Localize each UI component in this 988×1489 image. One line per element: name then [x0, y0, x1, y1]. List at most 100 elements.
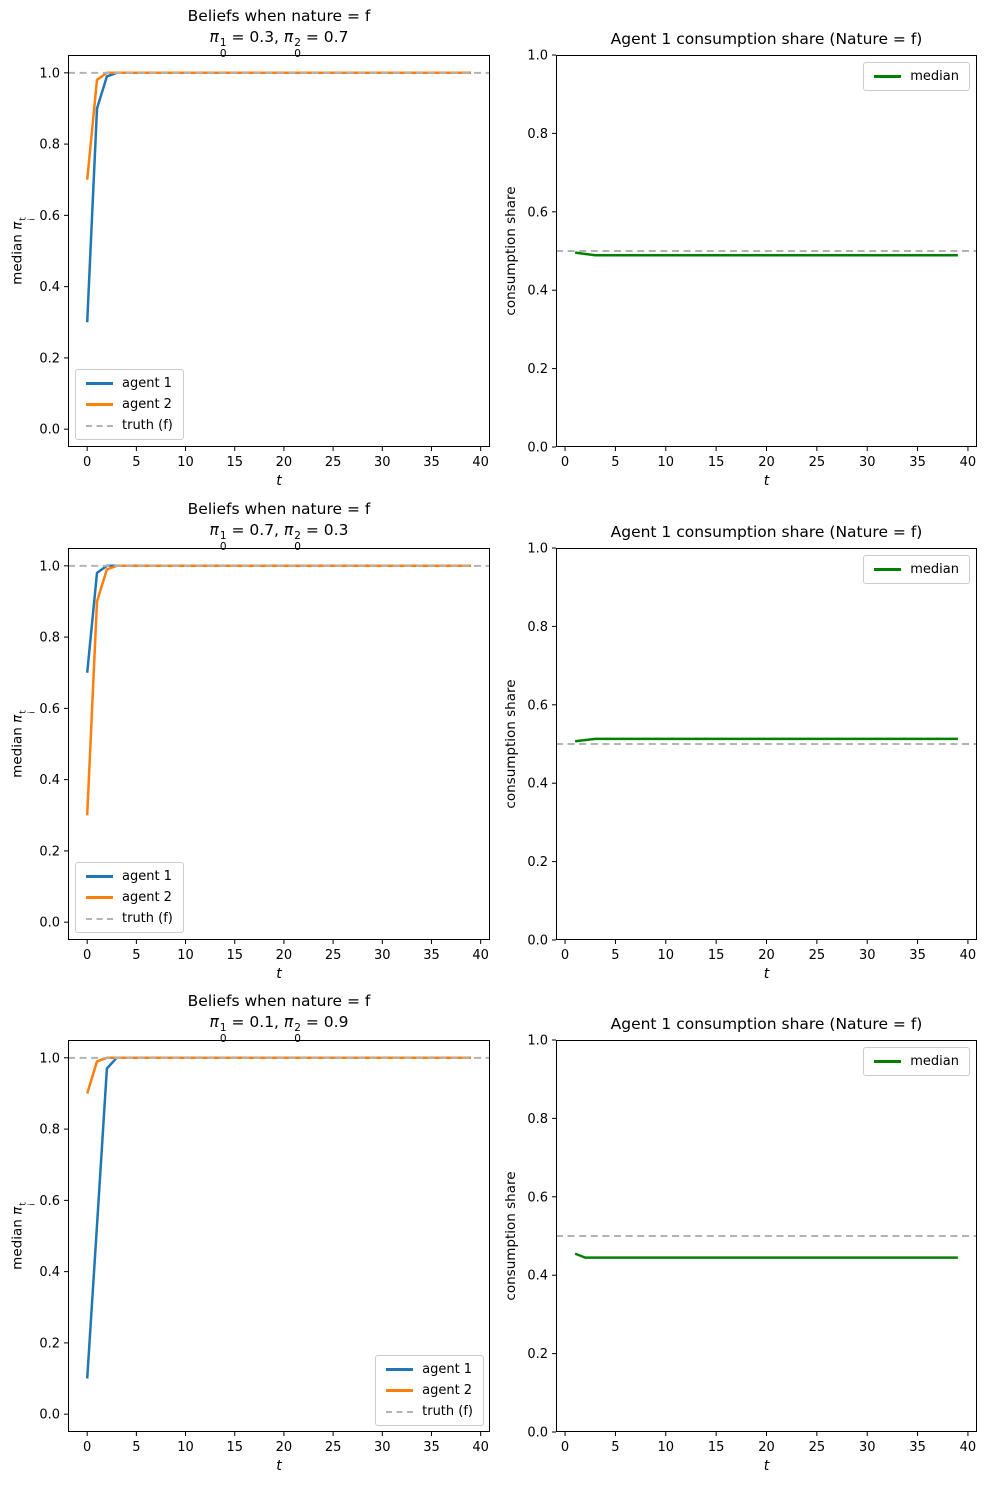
- line-sample-icon: [86, 382, 113, 385]
- x-tick-label: 25: [325, 1440, 342, 1455]
- series-line-agent-2: [85, 71, 471, 180]
- legend-item-agent-2: agent 2: [386, 1383, 473, 1398]
- y-tick-label: 1.0: [39, 1051, 60, 1066]
- line-sample-icon: [874, 1060, 902, 1063]
- x-axis-label: t: [763, 966, 770, 982]
- plot-area-row-3-right: 0 5 10 15 20 25 30 35 40 0.0 0.2 0.4 0.6 0.8 1.0: [527, 1034, 977, 1455]
- x-axis-label: t: [276, 473, 282, 489]
- y-tick-label: 0.6: [39, 209, 60, 224]
- y-tick-label: 0.2: [39, 844, 60, 859]
- x-tick-label: 5: [611, 1440, 619, 1455]
- x-tick-label: 25: [325, 948, 342, 963]
- legend-label: agent 2: [422, 1383, 473, 1398]
- x-tick-label: 15: [708, 1440, 725, 1455]
- x-tick-label: 20: [276, 1440, 293, 1455]
- y-tick-label: 1.0: [527, 1034, 548, 1049]
- x-tick-label: 10: [177, 455, 194, 470]
- legend-item-truth-f-: truth (f): [386, 1404, 473, 1419]
- plot-area-row-2-left: 0 5 10 15 20 25 30 35 40 0.0 0.2 0.4 0.6 0.8 1.0: [39, 548, 490, 963]
- legend-label: median: [910, 562, 959, 577]
- x-tick-label: 35: [909, 948, 926, 963]
- legend-label: median: [910, 69, 959, 84]
- x-tick-label: 30: [859, 455, 876, 470]
- x-axis-label: t: [276, 1458, 282, 1474]
- legend-item-agent-2: agent 2: [86, 890, 173, 905]
- x-tick-label: 20: [276, 948, 293, 963]
- x-tick-label: 0: [561, 948, 569, 963]
- line-sample-icon: [86, 875, 113, 878]
- chart-row-3-left: 0 5 10 15 20 25 30 35 40 0.0 0.2 0.4 0.6 0.8 1.0 Belief…: [8, 988, 504, 1476]
- legend-item-median: median: [874, 1054, 959, 1069]
- y-tick-label: 0.0: [527, 1426, 548, 1441]
- legend-label: agent 1: [122, 376, 172, 391]
- axes-spines: [556, 1040, 977, 1432]
- y-tick-label: 0.8: [39, 1123, 60, 1138]
- dashed-line-sample-icon: [86, 424, 113, 427]
- legend: agent 1 agent 2 truth (f): [75, 369, 184, 440]
- axes-spines: [68, 1040, 490, 1432]
- series-line-agent-2: [85, 564, 471, 816]
- y-tick-label: 0.0: [39, 1408, 60, 1423]
- chart-title: Agent 1 consumption share (Nature = f): [610, 30, 923, 48]
- plot-area-row-1-right: 0 5 10 15 20 25 30 35 40 0.0 0.2 0.4 0.6 0.8 1.0: [527, 49, 977, 470]
- y-tick-label: 0.0: [39, 423, 60, 438]
- chart-row-3-right: 0 5 10 15 20 25 30 35 40 0.0 0.2 0.4 0.6 0.8 1.0 Agent …: [496, 988, 988, 1476]
- legend-item-agent-1: agent 1: [86, 376, 173, 391]
- x-tick-label: 40: [960, 1440, 977, 1455]
- legend-label: truth (f): [122, 418, 173, 433]
- x-tick-label: 25: [809, 455, 826, 470]
- x-tick-label: 15: [708, 455, 725, 470]
- chart-title: Beliefs when nature = f: [187, 992, 371, 1010]
- x-tick-label: 5: [132, 455, 140, 470]
- series-line-agent-1: [85, 564, 471, 673]
- x-tick-label: 0: [83, 455, 91, 470]
- legend: median: [863, 555, 970, 584]
- line-sample-icon: [386, 1389, 414, 1392]
- x-tick-label: 10: [658, 1440, 675, 1455]
- series-line-agent-1: [85, 1056, 471, 1379]
- legend-label: agent 2: [122, 890, 172, 905]
- series-line-median: [574, 1252, 958, 1259]
- line-sample-icon: [874, 75, 902, 78]
- legend-item-median: median: [874, 69, 959, 84]
- y-tick-label: 0.4: [39, 1265, 60, 1280]
- y-axis-label: consumption share: [503, 1171, 519, 1301]
- x-tick-label: 35: [909, 455, 926, 470]
- y-tick-label: 0.4: [39, 773, 60, 788]
- x-tick-label: 40: [472, 455, 489, 470]
- y-tick-label: 0.8: [527, 620, 548, 635]
- x-tick-label: 10: [658, 455, 675, 470]
- x-tick-label: 40: [960, 455, 977, 470]
- x-axis-label: t: [763, 473, 770, 489]
- x-tick-label: 35: [423, 1440, 440, 1455]
- legend: median: [863, 62, 970, 91]
- y-tick-label: 0.6: [527, 205, 548, 220]
- series-line-agent-1: [85, 71, 471, 323]
- x-tick-label: 35: [423, 948, 440, 963]
- x-tick-label: 15: [226, 455, 243, 470]
- chart-row-2-left: 0 5 10 15 20 25 30 35 40 0.0 0.2 0.4 0.6 0.8 1.0 Belief…: [8, 496, 504, 984]
- x-tick-label: 25: [325, 455, 342, 470]
- y-tick-label: 1.0: [527, 542, 548, 557]
- axes-spines: [556, 548, 977, 940]
- y-tick-label: 0.0: [39, 916, 60, 931]
- y-tick-label: 0.6: [39, 702, 60, 717]
- legend: agent 1 agent 2 truth (f): [75, 862, 184, 933]
- y-tick-label: 0.6: [527, 698, 548, 713]
- y-tick-label: 0.6: [39, 1194, 60, 1209]
- x-tick-label: 15: [226, 948, 243, 963]
- legend-item-truth-f-: truth (f): [86, 911, 173, 926]
- x-tick-label: 20: [758, 1440, 775, 1455]
- x-tick-label: 40: [960, 948, 977, 963]
- y-tick-label: 1.0: [527, 49, 548, 64]
- legend-label: median: [910, 1054, 959, 1069]
- chart-title: Beliefs when nature = f: [187, 500, 371, 518]
- x-tick-label: 0: [83, 948, 91, 963]
- x-tick-label: 35: [909, 1440, 926, 1455]
- y-tick-label: 0.0: [527, 934, 548, 949]
- x-tick-label: 30: [859, 948, 876, 963]
